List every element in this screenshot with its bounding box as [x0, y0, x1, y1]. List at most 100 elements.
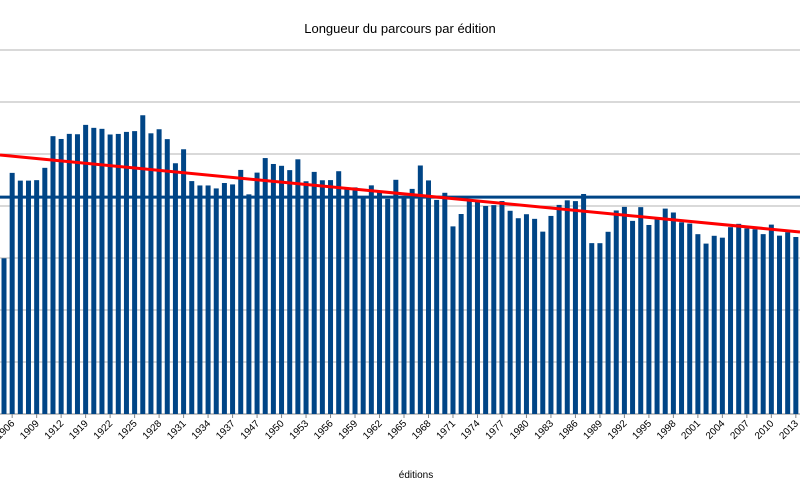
bar-1973: [466, 201, 472, 414]
bar-1982: [540, 231, 546, 414]
bar-2007: [744, 228, 750, 414]
bar-1988: [589, 243, 595, 414]
bar-1959: [352, 187, 358, 414]
tick-label-1995: 1995: [631, 418, 655, 442]
bar-1911: [50, 136, 56, 414]
bar-1921: [99, 128, 105, 414]
bar-2009: [760, 234, 766, 414]
bar-1966: [409, 188, 415, 414]
tick-label-1989: 1989: [582, 418, 606, 442]
bar-1913: [66, 133, 72, 414]
bar-1908: [25, 180, 31, 414]
bar-2000: [687, 223, 693, 414]
bar-2006: [736, 223, 742, 414]
bar-1976: [491, 205, 497, 414]
bar-1935: [213, 188, 219, 414]
bar-1997: [662, 208, 668, 414]
tick-label-1931: 1931: [165, 418, 189, 442]
bars: [1, 115, 799, 415]
bar-1928: [156, 129, 162, 415]
bar-1931: [181, 149, 187, 414]
bar-1950: [279, 165, 285, 414]
chart-title: Longueur du parcours par édition: [304, 21, 496, 36]
bar-1992: [621, 206, 627, 414]
tick-label-1977: 1977: [484, 418, 508, 442]
tick-label-1956: 1956: [312, 418, 336, 442]
bar-1936: [221, 183, 227, 414]
tick-label-1912: 1912: [43, 418, 67, 442]
tick-label-1950: 1950: [263, 418, 287, 442]
bar-1968: [425, 180, 431, 414]
bar-1970: [442, 192, 448, 414]
tick-label-1928: 1928: [141, 418, 165, 442]
bar-1960: [360, 197, 366, 414]
bar-1990: [605, 231, 611, 414]
bar-1986: [572, 201, 578, 414]
bar-1920: [91, 127, 97, 415]
bar-1954: [311, 171, 317, 414]
tick-label-2001: 2001: [679, 418, 703, 442]
bar-2004: [719, 237, 725, 414]
tick-label-1983: 1983: [533, 418, 557, 442]
bar-1963: [385, 198, 391, 414]
bar-1952: [295, 159, 301, 414]
bar-1953: [303, 181, 309, 414]
bar-1922: [107, 134, 113, 414]
bar-1975: [483, 206, 489, 414]
bar-1978: [507, 210, 513, 414]
bar-1974: [474, 200, 480, 414]
bar-1949: [270, 163, 276, 414]
bar-1984: [556, 204, 562, 414]
tick-label-1937: 1937: [214, 418, 238, 442]
trend-line: [0, 153, 800, 234]
bar-1999: [679, 222, 685, 414]
bar-1919: [83, 124, 89, 414]
bar-1994: [638, 207, 644, 414]
tick-label-1998: 1998: [655, 418, 679, 442]
bar-1926: [140, 115, 146, 414]
tick-label-1968: 1968: [410, 418, 434, 442]
bar-1907: [17, 180, 23, 414]
tick-label-1986: 1986: [557, 418, 581, 442]
bar-1934: [205, 185, 211, 414]
bar-1991: [613, 210, 619, 414]
tick-label-1934: 1934: [190, 418, 214, 442]
bar-2001: [695, 234, 701, 414]
bar-1989: [597, 243, 603, 414]
bar-1965: [401, 196, 407, 414]
tick-label-1919: 1919: [67, 418, 91, 442]
bar-1933: [197, 185, 203, 414]
bar-1955: [319, 180, 325, 414]
bar-1958: [344, 189, 350, 414]
tick-label-1906: 1906: [0, 418, 18, 442]
bar-1996: [654, 218, 660, 414]
tick-label-1965: 1965: [386, 418, 410, 442]
bar-1980: [523, 214, 529, 414]
tick-label-1909: 1909: [18, 418, 42, 442]
bar-1969: [434, 199, 440, 414]
tick-label-1947: 1947: [239, 418, 263, 442]
bar-1998: [670, 212, 676, 414]
tick-label-2010: 2010: [753, 418, 777, 442]
bar-1912: [58, 138, 64, 415]
bar-1932: [189, 181, 195, 414]
bar-1995: [646, 224, 652, 414]
tick-label-1980: 1980: [508, 418, 532, 442]
tick-label-2013: 2013: [777, 418, 800, 442]
bar-1925: [132, 131, 138, 414]
tick-label-1925: 1925: [116, 418, 140, 442]
bar-1967: [417, 165, 423, 414]
bar-1909: [34, 180, 40, 414]
overlay-lines: [0, 153, 800, 234]
tick-label-2004: 2004: [704, 418, 728, 442]
tick-label-1992: 1992: [606, 418, 630, 442]
bar-1924: [123, 131, 129, 414]
bar-1923: [115, 133, 121, 415]
bar-1910: [42, 167, 48, 414]
bar-1972: [458, 214, 464, 414]
x-tick-labels: 1906 1909 1912 1919 1922 1925 1928 1931 1934 1937…: [0, 414, 800, 442]
tick-label-1959: 1959: [337, 418, 361, 442]
bar-2013: [793, 236, 799, 414]
tick-label-1922: 1922: [92, 418, 116, 442]
